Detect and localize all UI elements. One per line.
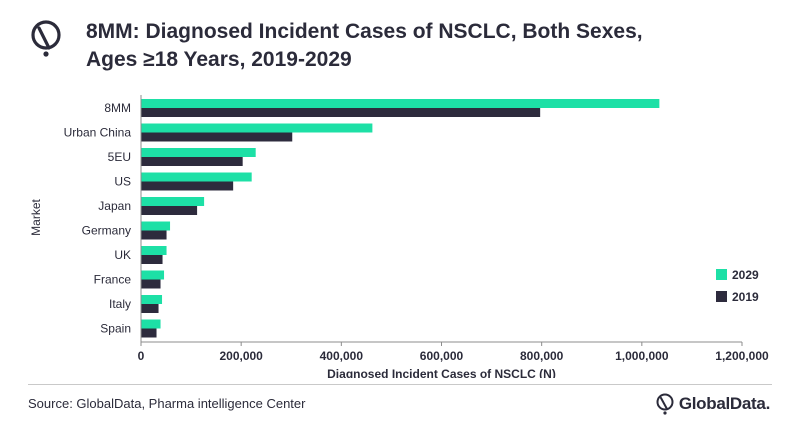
footer-divider xyxy=(28,384,772,385)
category-label: France xyxy=(94,273,132,287)
category-label: Japan xyxy=(98,199,131,213)
x-tick-label: 1,000,000 xyxy=(615,349,669,363)
bar-2019-5eu xyxy=(141,157,243,166)
x-tick-label: 400,000 xyxy=(320,349,364,363)
x-tick-label: 1,200,000 xyxy=(715,349,769,363)
chart-title-line-1: 8MM: Diagnosed Incident Cases of NSCLC, … xyxy=(86,20,643,43)
y-axis-title: Market xyxy=(29,199,43,236)
bar-2029-france xyxy=(141,270,165,280)
x-tick-label: 200,000 xyxy=(219,349,263,363)
category-label: Spain xyxy=(100,322,131,336)
category-label: Italy xyxy=(109,297,131,311)
x-axis-title: Diagnosed Incident Cases of NSCLC (N) xyxy=(327,367,556,378)
bar-2029-spain xyxy=(141,319,161,329)
bar-2029-italy xyxy=(141,295,163,304)
bar-2019-urban-china xyxy=(141,132,293,142)
category-label: Urban China xyxy=(64,126,132,140)
bar-2019-france xyxy=(141,279,161,289)
category-label: UK xyxy=(114,248,131,262)
bar-2029-japan xyxy=(141,197,205,206)
bar-2019-us xyxy=(141,181,234,191)
bar-2019-germany xyxy=(141,230,167,240)
bar-2029-uk xyxy=(141,246,167,255)
chart-title-line-2: Ages ≥18 Years, 2019-2029 xyxy=(86,48,352,71)
category-label: US xyxy=(114,175,131,189)
bar-2029-us xyxy=(141,172,252,182)
bar-2019-8mm xyxy=(141,108,541,117)
legend-swatch-2029 xyxy=(716,269,727,280)
bar-2029-8mm xyxy=(141,99,660,108)
bar-chart-svg: 8MM Urban China 5EU US Japan Germany UK France I… xyxy=(29,95,769,381)
bar-2029-germany xyxy=(141,221,171,231)
legend-label-2019: 2019 xyxy=(732,290,759,304)
category-label: 5EU xyxy=(108,150,131,164)
chart-title: 8MM: Diagnosed Incident Cases of NSCLC, … xyxy=(86,18,766,74)
brand-name: GlobalData. xyxy=(678,394,770,413)
x-tick-label: 800,000 xyxy=(520,349,564,363)
bar-2029-5eu xyxy=(141,148,256,157)
legend-swatch-2019 xyxy=(716,291,727,302)
bar-2019-japan xyxy=(141,206,198,215)
category-label: 8MM xyxy=(104,101,131,115)
category-label: Germany xyxy=(82,224,131,238)
bar-2019-uk xyxy=(141,255,163,264)
x-tick-label: 0 xyxy=(138,349,145,363)
source-note: Source: GlobalData, Pharma intelligence … xyxy=(28,396,306,411)
globaldata-brand-icon xyxy=(656,393,674,415)
bar-2019-spain xyxy=(141,328,157,338)
legend-label-2029: 2029 xyxy=(732,268,759,282)
bar-2019-italy xyxy=(141,304,159,313)
globaldata-logo-icon xyxy=(31,20,61,57)
brand-logo: GlobalData. xyxy=(655,392,770,416)
bar-2029-urban-china xyxy=(141,123,373,133)
bar-chart: 8MM Urban China 5EU US Japan Germany UK France I… xyxy=(0,88,800,381)
x-tick-label: 600,000 xyxy=(420,349,464,363)
